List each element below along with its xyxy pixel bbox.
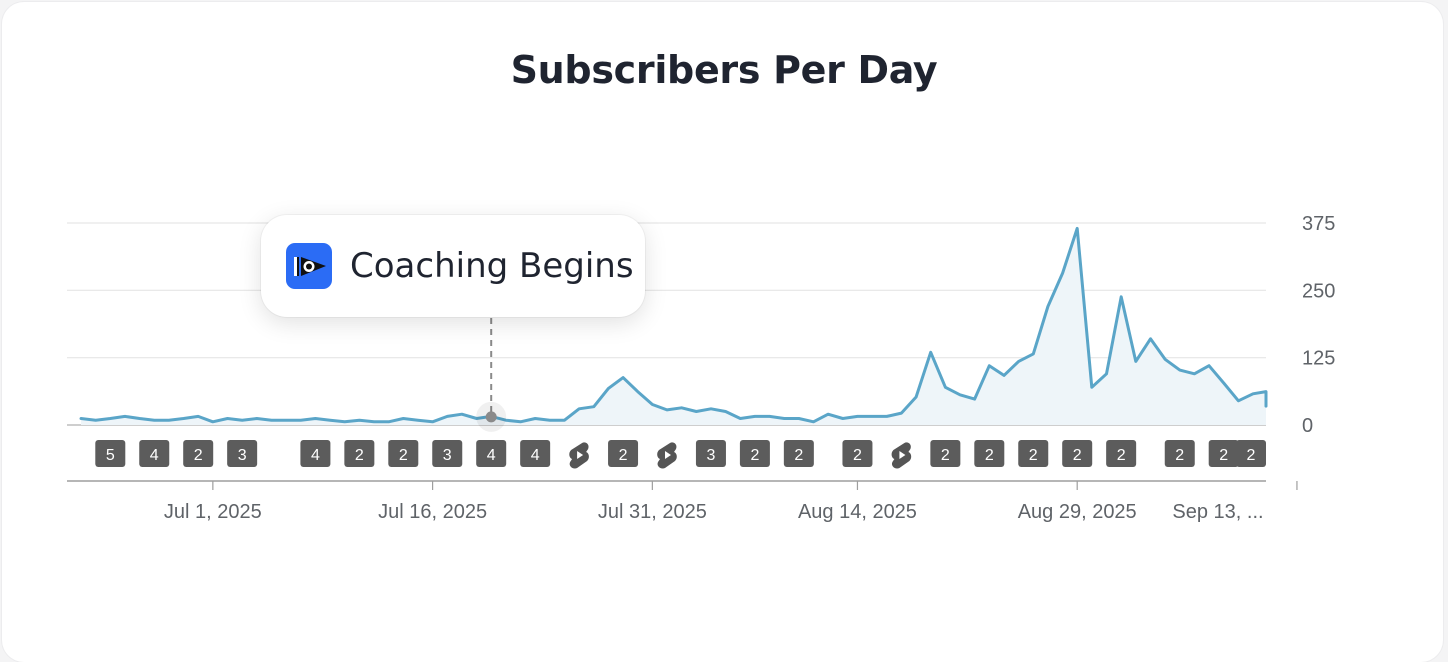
y-tick-label: 0 bbox=[1302, 415, 1313, 437]
event-count-badge bbox=[476, 440, 507, 467]
event-count-label: 3 bbox=[238, 447, 247, 464]
event-count-label: 4 bbox=[531, 447, 540, 464]
event-count-label: 3 bbox=[443, 447, 452, 464]
event-count-badge bbox=[388, 440, 419, 467]
event-count-label: 2 bbox=[1029, 447, 1038, 464]
event-count-label: 2 bbox=[194, 447, 203, 464]
shorts-icon bbox=[891, 442, 912, 469]
event-count-badge bbox=[183, 440, 214, 467]
event-count-badge bbox=[1018, 440, 1049, 467]
event-count-label: 4 bbox=[150, 447, 159, 464]
event-count-badge bbox=[227, 440, 258, 467]
event-count-label: 4 bbox=[311, 447, 320, 464]
event-count-badge bbox=[432, 440, 463, 467]
annotation-tooltip[interactable]: Coaching Begins bbox=[261, 215, 645, 317]
event-count-badge bbox=[1062, 440, 1093, 467]
event-count-label: 3 bbox=[706, 447, 715, 464]
event-count-label: 2 bbox=[1073, 447, 1082, 464]
series-area bbox=[81, 228, 1266, 425]
event-count-badge bbox=[520, 440, 551, 467]
event-count-badge bbox=[739, 440, 770, 467]
event-count-label: 2 bbox=[941, 447, 950, 464]
event-count-label: 2 bbox=[750, 447, 759, 464]
event-count-badge bbox=[974, 440, 1005, 467]
shorts-icon bbox=[569, 442, 589, 469]
event-count-label: 2 bbox=[619, 447, 628, 464]
event-count-label: 2 bbox=[399, 447, 408, 464]
event-count-badge bbox=[1164, 440, 1195, 467]
event-count-label: 2 bbox=[985, 447, 994, 464]
event-count-badge bbox=[1208, 440, 1239, 467]
event-count-label: 2 bbox=[1117, 447, 1126, 464]
series-line bbox=[79, 226, 1268, 424]
y-tick-label: 125 bbox=[1302, 348, 1335, 370]
event-count-badge bbox=[695, 440, 726, 467]
coaching-logo-icon bbox=[286, 243, 332, 289]
event-count-badge bbox=[1236, 440, 1266, 467]
event-count-label: 2 bbox=[794, 447, 803, 464]
event-count-badge bbox=[139, 440, 170, 467]
x-tick-label: Jul 31, 2025 bbox=[598, 501, 707, 523]
event-count-badge bbox=[608, 440, 639, 467]
event-count-badge bbox=[1106, 440, 1137, 467]
x-tick-label: Jul 1, 2025 bbox=[164, 501, 262, 523]
event-count-badge bbox=[95, 440, 126, 467]
event-count-badge bbox=[344, 440, 375, 467]
x-tick-label: Aug 29, 2025 bbox=[1018, 501, 1137, 523]
y-tick-label: 250 bbox=[1302, 280, 1335, 302]
chart-title: Subscribers Per Day bbox=[510, 48, 938, 92]
event-count-badge bbox=[930, 440, 961, 467]
event-count-badge bbox=[783, 440, 814, 467]
event-count-badge bbox=[842, 440, 873, 467]
annotation-label: Coaching Begins bbox=[350, 246, 634, 286]
event-count-label: 2 bbox=[853, 447, 862, 464]
event-count-label: 2 bbox=[1247, 447, 1256, 464]
event-count-label: 2 bbox=[1219, 447, 1228, 464]
shorts-icon bbox=[657, 442, 677, 469]
event-count-label: 2 bbox=[1175, 447, 1184, 464]
event-count-label: 5 bbox=[106, 447, 115, 464]
event-count-badge bbox=[300, 440, 331, 467]
x-tick-label: Sep 13, ... bbox=[1172, 501, 1263, 523]
x-tick-label: Jul 16, 2025 bbox=[378, 501, 487, 523]
y-tick-label: 375 bbox=[1302, 213, 1335, 235]
event-count-label: 2 bbox=[355, 447, 364, 464]
x-tick-label: Aug 14, 2025 bbox=[798, 501, 917, 523]
annotation-point bbox=[485, 411, 497, 423]
event-count-label: 4 bbox=[487, 447, 496, 464]
